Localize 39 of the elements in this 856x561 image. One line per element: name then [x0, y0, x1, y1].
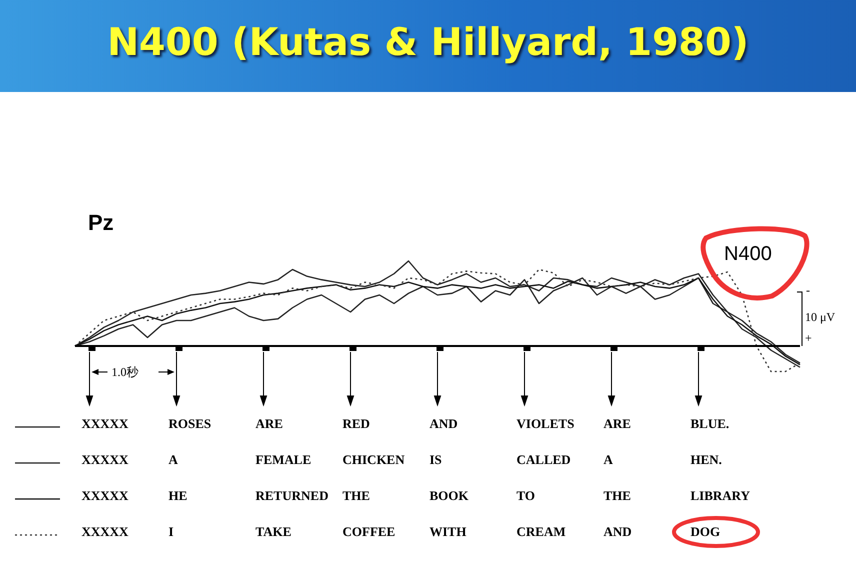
- text: TO: [516, 488, 536, 504]
- text: 10 μV: [805, 310, 836, 325]
- text: RETURNED: [256, 488, 328, 504]
- text: A: [168, 452, 178, 468]
- text: XXXXX: [82, 488, 128, 504]
- text: BOOK: [430, 488, 469, 504]
- text: HEN.: [690, 452, 722, 468]
- text: DOG: [690, 524, 720, 540]
- text: BLUE.: [690, 416, 730, 432]
- text: +: [805, 331, 812, 346]
- text: ROSES: [168, 416, 212, 432]
- text: XXXXX: [82, 416, 128, 432]
- annotation: 1.0秒: [112, 364, 138, 381]
- text: THE: [604, 488, 631, 504]
- text: A: [604, 452, 613, 468]
- text: XXXXX: [82, 524, 128, 540]
- text: AND: [430, 416, 458, 432]
- text: CREAM: [516, 524, 566, 540]
- text: TAKE: [256, 524, 292, 540]
- text: AND: [604, 524, 632, 540]
- text: -: [806, 283, 810, 298]
- annotation: N400: [724, 243, 772, 266]
- text: FEMALE: [256, 452, 312, 468]
- text: THE: [342, 488, 370, 504]
- text: HE: [168, 488, 188, 504]
- text: RED: [342, 416, 370, 432]
- text: WITH: [430, 524, 466, 540]
- text: CHICKEN: [342, 452, 405, 468]
- text: XXXXX: [82, 452, 128, 468]
- text: ARE: [604, 416, 631, 432]
- text: CALLED: [516, 452, 571, 468]
- text: ARE: [256, 416, 283, 432]
- chart-subtitle: Pz: [88, 210, 114, 236]
- text: I: [168, 524, 174, 540]
- chart-title: N400 (Kutas & Hillyard, 1980): [106, 20, 750, 64]
- text: COFFEE: [342, 524, 396, 540]
- text: IS: [430, 452, 442, 468]
- text: VIOLETS: [516, 416, 574, 432]
- text: LIBRARY: [690, 488, 750, 504]
